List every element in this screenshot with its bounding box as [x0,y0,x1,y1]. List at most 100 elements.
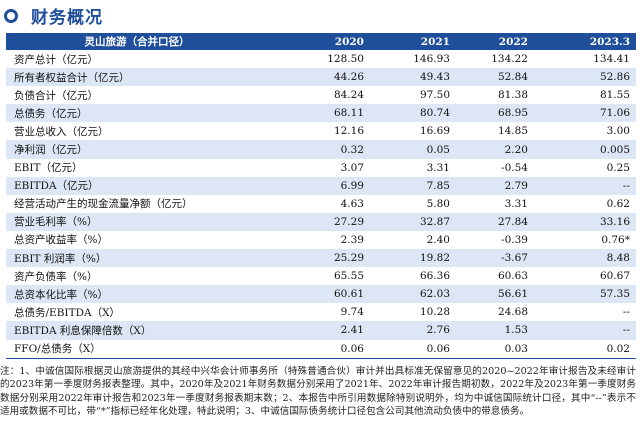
table-row: 资产总计（亿元） 128.50 146.93 134.22 134.41 [6,50,636,69]
row-value: 27.29 [268,212,370,231]
table-row: 营业总收入（亿元） 12.16 16.69 14.85 3.00 [6,122,636,141]
row-label: 总债务（亿元） [6,104,268,123]
table-row: EBIT 利润率（%） 25.29 19.82 -3.67 8.48 [6,249,636,268]
table-row: 所有者权益合计（亿元） 44.26 49.43 52.84 52.86 [6,68,636,87]
row-label: EBITDA 利息保障倍数（X） [6,321,268,340]
row-label: FFO/总债务（X） [6,339,268,359]
row-value: 25.29 [268,249,370,268]
row-value: -- [534,321,636,340]
table-row: EBITDA 利息保障倍数（X） 2.41 2.76 1.53 -- [6,321,636,340]
row-value: 68.11 [268,104,370,123]
row-value: 2.39 [268,230,370,250]
row-value: 3.07 [268,158,370,177]
row-value: 2.20 [456,140,534,159]
row-label: 总资本化比率（%） [6,285,268,304]
table-row: 经营活动产生的现金流量净额（亿元） 4.63 5.80 3.31 0.62 [6,194,636,213]
financial-summary-table: 灵山旅游（合并口径） 2020 2021 2022 2023.3 资产总计（亿元… [6,33,636,359]
row-value: 134.22 [456,50,534,69]
table-header-row: 灵山旅游（合并口径） 2020 2021 2022 2023.3 [6,33,636,50]
footnote: 注：1、中诚信国际根据灵山旅游提供的其经中兴华会计师事务所（特殊普通合伙）审计并… [0,366,636,418]
header-year: 2022 [456,33,534,50]
row-value: 2.40 [370,230,456,250]
row-value: 57.35 [534,285,636,304]
row-value: 134.41 [534,50,636,69]
row-label: 营业毛利率（%） [6,212,268,231]
row-value: 24.68 [456,303,534,322]
table-row: 总债务（亿元） 68.11 80.74 68.95 71.06 [6,104,636,123]
row-value: 1.53 [456,321,534,340]
section-header: 财务概况 [0,0,640,30]
row-value: 0.05 [370,140,456,159]
row-value: 62.03 [370,285,456,304]
row-value: 44.26 [268,68,370,87]
row-value: 10.28 [370,303,456,322]
row-value: 33.16 [534,212,636,231]
row-value: 8.48 [534,249,636,268]
row-label: EBIT（亿元） [6,158,268,177]
row-value: -0.54 [456,158,534,177]
row-value: 0.06 [370,339,456,359]
header-entity: 灵山旅游（合并口径） [6,33,268,50]
row-value: 97.50 [370,86,456,105]
table-header: 灵山旅游（合并口径） 2020 2021 2022 2023.3 [6,33,636,50]
row-value: 19.82 [370,249,456,268]
row-value: 0.03 [456,339,534,359]
row-value: 60.63 [456,267,534,286]
row-value: 60.61 [268,285,370,304]
row-label: 资产负债率（%） [6,267,268,286]
row-value: 0.76* [534,230,636,250]
row-value: -0.39 [456,230,534,250]
row-label: 资产总计（亿元） [6,50,268,69]
row-value: 52.86 [534,68,636,87]
row-value: 49.43 [370,68,456,87]
row-value: 60.67 [534,267,636,286]
row-value: 0.25 [534,158,636,177]
row-value: 146.93 [370,50,456,69]
row-value: 4.63 [268,194,370,213]
header-year: 2023.3 [534,33,636,50]
row-value: 3.31 [456,194,534,213]
row-value: 2.76 [370,321,456,340]
row-value: -3.67 [456,249,534,268]
row-value: 5.80 [370,194,456,213]
header-year: 2021 [370,33,456,50]
row-value: 81.55 [534,86,636,105]
row-value: 7.85 [370,176,456,195]
row-value: 56.61 [456,285,534,304]
row-label: 经营活动产生的现金流量净额（亿元） [6,194,268,213]
row-label: EBITDA（亿元） [6,176,268,195]
row-value: 68.95 [456,104,534,123]
row-value: 3.31 [370,158,456,177]
row-value: 80.74 [370,104,456,123]
table-row: 资产负债率（%） 65.55 66.36 60.63 60.67 [6,267,636,286]
row-label: 净利润（亿元） [6,140,268,159]
row-value: 0.32 [268,140,370,159]
row-value: -- [534,176,636,195]
row-value: 66.36 [370,267,456,286]
row-label: 总资产收益率（%） [6,230,268,250]
table-row: 总资产收益率（%） 2.39 2.40 -0.39 0.76* [6,230,636,250]
row-value: 32.87 [370,212,456,231]
row-value: 9.74 [268,303,370,322]
row-label: 总债务/EBITDA（X） [6,303,268,322]
row-value: 128.50 [268,50,370,69]
table-body: 资产总计（亿元） 128.50 146.93 134.22 134.41 所有者权益合计（… [6,50,636,359]
table-row: EBITDA（亿元） 6.99 7.85 2.79 -- [6,176,636,195]
row-value: 14.85 [456,122,534,141]
row-label: EBIT 利润率（%） [6,249,268,268]
row-value: 0.62 [534,194,636,213]
row-value: 0.005 [534,140,636,159]
row-value: 81.38 [456,86,534,105]
table-row: FFO/总债务（X） 0.06 0.06 0.03 0.02 [6,339,636,359]
row-value: 65.55 [268,267,370,286]
row-label: 负债合计（亿元） [6,86,268,105]
row-value: 71.06 [534,104,636,123]
row-value: 2.41 [268,321,370,340]
table-row: 总资本化比率（%） 60.61 62.03 56.61 57.35 [6,285,636,304]
row-value: 12.16 [268,122,370,141]
row-value: 6.99 [268,176,370,195]
row-label: 营业总收入（亿元） [6,122,268,141]
row-value: -- [534,303,636,322]
section-title: 财务概况 [31,8,103,28]
row-value: 0.02 [534,339,636,359]
